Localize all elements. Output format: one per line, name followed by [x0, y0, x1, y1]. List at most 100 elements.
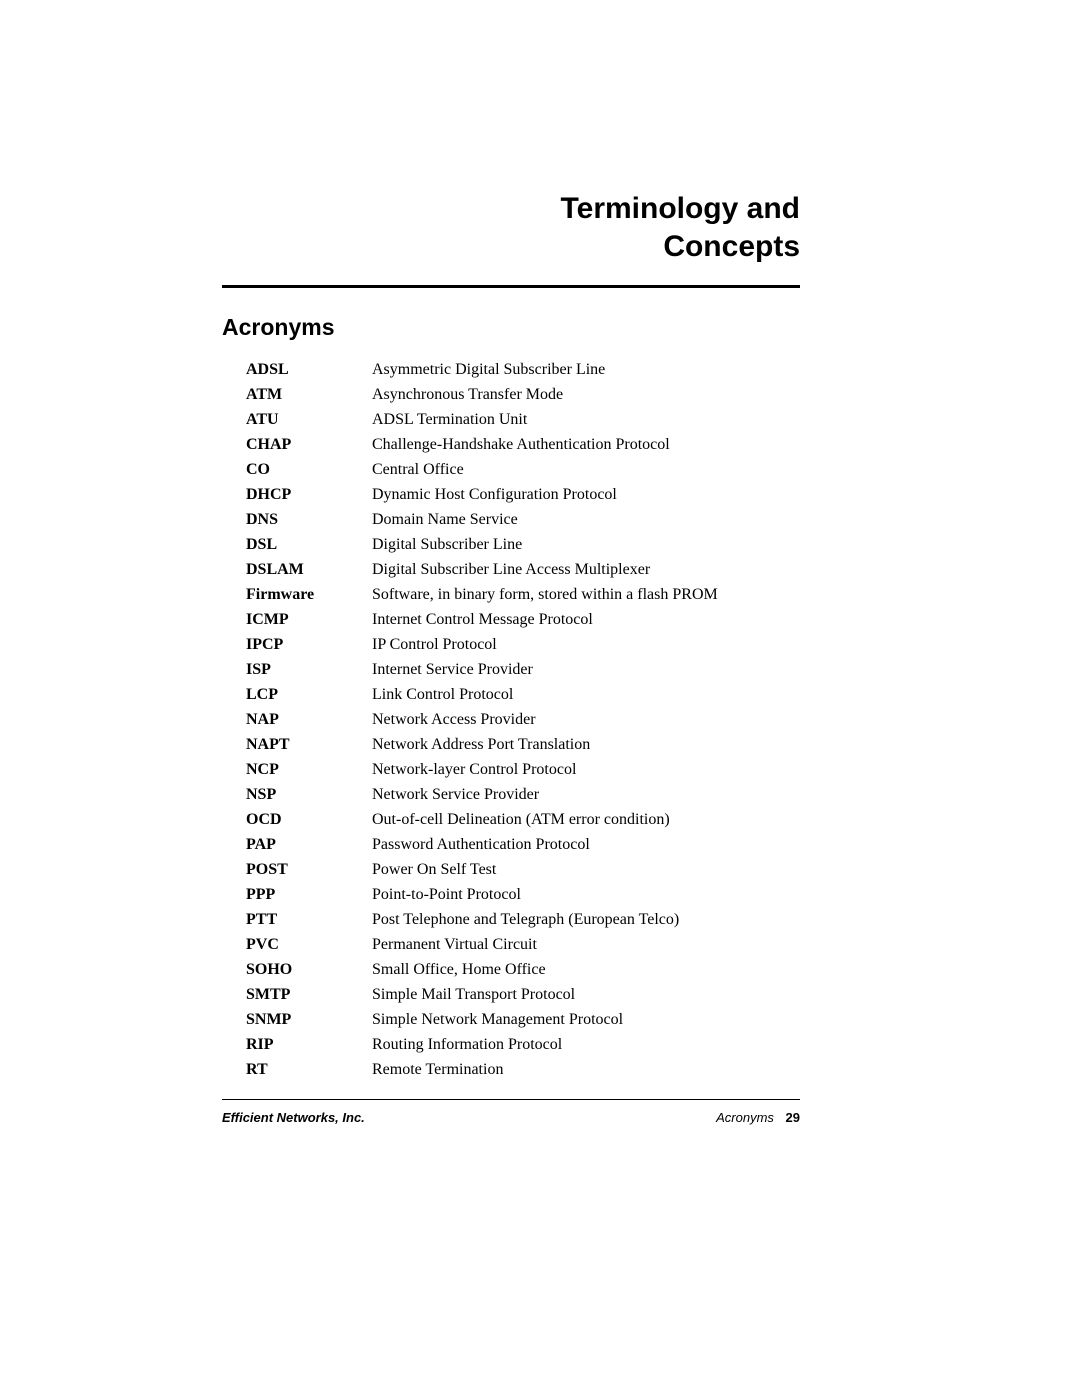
acronym-definition: Central Office [372, 461, 464, 479]
acronym-term: ISP [246, 661, 372, 679]
divider-thick [222, 285, 800, 288]
acronym-row: PPPPoint-to-Point Protocol [246, 886, 800, 904]
acronym-definition: Network Access Provider [372, 711, 536, 729]
acronym-definition: Domain Name Service [372, 511, 518, 529]
acronym-definition: Internet Service Provider [372, 661, 533, 679]
acronym-term: POST [246, 861, 372, 879]
acronym-row: CHAPChallenge-Handshake Authentication P… [246, 436, 800, 454]
acronym-definition: Asymmetric Digital Subscriber Line [372, 361, 605, 379]
footer-section-label: Acronyms [716, 1110, 774, 1125]
acronym-definition: Challenge-Handshake Authentication Proto… [372, 436, 670, 454]
acronym-definition: Network-layer Control Protocol [372, 761, 576, 779]
acronym-term: SOHO [246, 961, 372, 979]
acronym-term: ATU [246, 411, 372, 429]
acronym-term: ADSL [246, 361, 372, 379]
acronym-definition: Digital Subscriber Line [372, 536, 522, 554]
acronym-row: POSTPower On Self Test [246, 861, 800, 879]
acronym-row: IPCPIP Control Protocol [246, 636, 800, 654]
acronym-definition: Remote Termination [372, 1061, 503, 1079]
acronym-row: FirmwareSoftware, in binary form, stored… [246, 586, 800, 604]
acronym-definition: Software, in binary form, stored within … [372, 586, 718, 604]
acronym-definition: Permanent Virtual Circuit [372, 936, 537, 954]
acronym-definition: Link Control Protocol [372, 686, 513, 704]
acronym-definition: Network Address Port Translation [372, 736, 590, 754]
acronym-row: DNSDomain Name Service [246, 511, 800, 529]
acronym-term: CHAP [246, 436, 372, 454]
acronym-row: DSLAMDigital Subscriber Line Access Mult… [246, 561, 800, 579]
acronym-term: OCD [246, 811, 372, 829]
acronym-term: PAP [246, 836, 372, 854]
footer-page-number: 29 [786, 1110, 800, 1125]
acronym-definition: Simple Network Management Protocol [372, 1011, 623, 1029]
acronym-term: LCP [246, 686, 372, 704]
acronym-term: DNS [246, 511, 372, 529]
acronym-definition: Network Service Provider [372, 786, 539, 804]
acronym-definition: Asynchronous Transfer Mode [372, 386, 563, 404]
acronym-term: PVC [246, 936, 372, 954]
acronym-row: ATUADSL Termination Unit [246, 411, 800, 429]
acronym-term: SNMP [246, 1011, 372, 1029]
acronym-definition: Digital Subscriber Line Access Multiplex… [372, 561, 650, 579]
acronym-term: CO [246, 461, 372, 479]
title-line-1: Terminology and [561, 192, 800, 225]
acronym-term: ATM [246, 386, 372, 404]
acronym-row: NAPTNetwork Address Port Translation [246, 736, 800, 754]
acronym-row: SOHOSmall Office, Home Office [246, 961, 800, 979]
acronym-term: NAP [246, 711, 372, 729]
acronym-term: ICMP [246, 611, 372, 629]
acronym-definition: Point-to-Point Protocol [372, 886, 521, 904]
acronym-row: PTTPost Telephone and Telegraph (Europea… [246, 911, 800, 929]
footer-company: Efficient Networks, Inc. [222, 1110, 365, 1125]
acronym-term: PTT [246, 911, 372, 929]
acronym-row: RTRemote Termination [246, 1061, 800, 1079]
acronym-term: RT [246, 1061, 372, 1079]
acronym-definition: ADSL Termination Unit [372, 411, 527, 429]
acronym-term: NAPT [246, 736, 372, 754]
acronym-term: IPCP [246, 636, 372, 654]
acronym-definition: Small Office, Home Office [372, 961, 546, 979]
acronym-row: COCentral Office [246, 461, 800, 479]
acronym-row: ICMPInternet Control Message Protocol [246, 611, 800, 629]
divider-thin [222, 1099, 800, 1100]
acronym-definition: Out-of-cell Delineation (ATM error condi… [372, 811, 670, 829]
section-heading: Acronyms [222, 314, 800, 341]
acronym-term: NCP [246, 761, 372, 779]
acronym-row: NCPNetwork-layer Control Protocol [246, 761, 800, 779]
acronym-definition: Simple Mail Transport Protocol [372, 986, 575, 1004]
acronym-row: SNMPSimple Network Management Protocol [246, 1011, 800, 1029]
acronym-row: RIPRouting Information Protocol [246, 1036, 800, 1054]
acronym-definition: Dynamic Host Configuration Protocol [372, 486, 617, 504]
acronym-row: ADSLAsymmetric Digital Subscriber Line [246, 361, 800, 379]
acronym-row: NSPNetwork Service Provider [246, 786, 800, 804]
page-title: Terminology and Concepts [222, 190, 800, 265]
acronym-definition: Post Telephone and Telegraph (European T… [372, 911, 679, 929]
acronym-row: LCPLink Control Protocol [246, 686, 800, 704]
acronym-term: DSLAM [246, 561, 372, 579]
acronym-definition: Password Authentication Protocol [372, 836, 590, 854]
acronym-term: DHCP [246, 486, 372, 504]
acronym-list: ADSLAsymmetric Digital Subscriber LineAT… [246, 361, 800, 1079]
acronym-row: PAPPassword Authentication Protocol [246, 836, 800, 854]
acronym-row: DSLDigital Subscriber Line [246, 536, 800, 554]
acronym-row: SMTPSimple Mail Transport Protocol [246, 986, 800, 1004]
acronym-definition: IP Control Protocol [372, 636, 497, 654]
acronym-row: PVCPermanent Virtual Circuit [246, 936, 800, 954]
acronym-row: NAPNetwork Access Provider [246, 711, 800, 729]
acronym-term: SMTP [246, 986, 372, 1004]
acronym-row: ATMAsynchronous Transfer Mode [246, 386, 800, 404]
acronym-term: DSL [246, 536, 372, 554]
footer-right: Acronyms 29 [716, 1110, 800, 1125]
acronym-term: RIP [246, 1036, 372, 1054]
page: Terminology and Concepts Acronyms ADSLAs… [0, 0, 1080, 1397]
acronym-row: ISPInternet Service Provider [246, 661, 800, 679]
acronym-row: DHCPDynamic Host Configuration Protocol [246, 486, 800, 504]
acronym-definition: Internet Control Message Protocol [372, 611, 593, 629]
acronym-term: Firmware [246, 586, 372, 604]
acronym-definition: Routing Information Protocol [372, 1036, 562, 1054]
title-line-2: Concepts [663, 230, 800, 263]
acronym-definition: Power On Self Test [372, 861, 496, 879]
acronym-term: PPP [246, 886, 372, 904]
acronym-row: OCDOut-of-cell Delineation (ATM error co… [246, 811, 800, 829]
footer: Efficient Networks, Inc. Acronyms 29 [222, 1110, 800, 1125]
acronym-term: NSP [246, 786, 372, 804]
